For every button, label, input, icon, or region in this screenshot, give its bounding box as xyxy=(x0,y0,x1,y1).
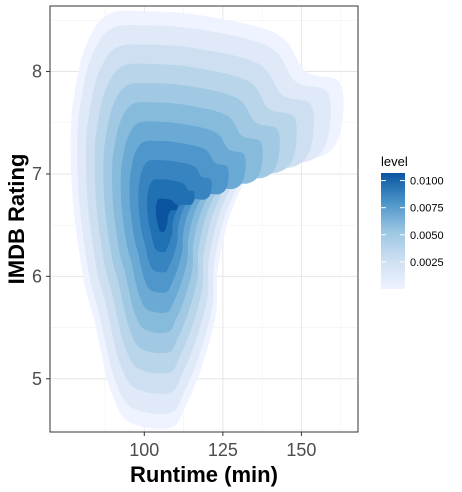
legend-tick-label: 0.0025 xyxy=(410,257,444,269)
density-band-11 xyxy=(155,198,178,233)
x-tick-label: 100 xyxy=(129,440,159,460)
y-tick-label: 7 xyxy=(32,164,42,184)
legend-tick-label: 0.0075 xyxy=(410,203,444,215)
y-tick-label: 6 xyxy=(32,266,42,286)
plot-border xyxy=(49,5,359,433)
density-band-10 xyxy=(147,179,195,253)
x-tick-label: 150 xyxy=(286,440,316,460)
legend-tick-label: 0.0100 xyxy=(410,176,444,188)
y-axis-title: IMDB Rating xyxy=(4,154,29,285)
legend-title: level xyxy=(381,154,408,169)
legend-tick-label: 0.0050 xyxy=(410,230,444,242)
y-axis-ticks: 5 6 7 8 xyxy=(32,62,50,389)
y-tick-label: 5 xyxy=(32,369,42,389)
x-axis-ticks: 100 125 150 xyxy=(129,432,316,460)
y-tick-label: 8 xyxy=(32,62,42,82)
density-contours xyxy=(70,10,344,429)
x-tick-label: 125 xyxy=(208,440,238,460)
legend-ticks: 0.0025 0.0050 0.0075 0.0100 xyxy=(381,176,444,269)
x-axis-title: Runtime (min) xyxy=(130,462,278,487)
legend: level 0.0025 0.0050 0.0075 0.0100 xyxy=(381,154,444,289)
legend-colorbar xyxy=(381,173,405,289)
